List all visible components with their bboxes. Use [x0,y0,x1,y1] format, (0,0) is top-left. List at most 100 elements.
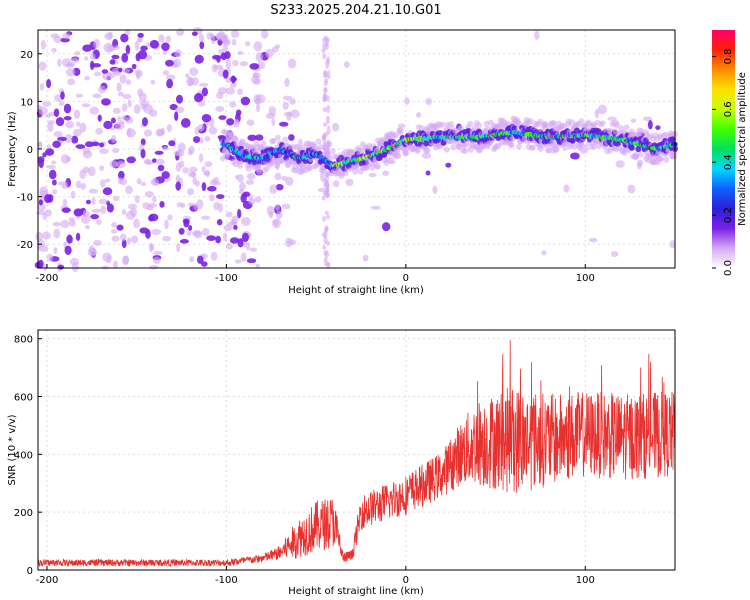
x-tick-label: -200 [36,273,59,284]
heat-cell [204,169,211,178]
heat-cell [615,160,625,168]
heat-cell [162,146,169,151]
heat-cell [125,116,134,124]
heat-cell [112,45,120,50]
heat-cell [126,237,132,244]
heat-cell [148,265,159,270]
heat-cell [231,75,236,84]
heat-cell [189,166,198,173]
heat-cell [111,54,120,60]
heat-cell [271,118,276,126]
heat-cell [323,256,328,267]
heat-cell [65,156,71,163]
heat-cell [368,172,377,178]
heat-cell [130,235,139,244]
heat-cell [47,122,54,132]
heat-cell [282,101,289,110]
heat-cell [627,184,636,194]
heat-cell [663,156,670,163]
heat-cell [53,108,60,117]
heat-cell [35,231,43,242]
heat-cell [85,224,90,230]
heat-cell [607,116,617,121]
spectrogram-x-axis: -200 -100 0 100 [36,264,595,284]
heat-cell [85,199,91,205]
heat-cell [323,87,328,94]
heat-cell [425,170,431,176]
heat-cell [187,171,196,178]
heat-cell [174,111,179,122]
heat-cell [136,37,143,43]
heat-cell [511,125,518,132]
heat-cell [120,33,129,43]
y-tick-label: 400 [14,450,33,461]
heat-cell [225,59,231,70]
heat-cell [225,77,233,83]
snr-panel: -200 -100 0 100 0 200 400 600 800 Height of str… [7,329,676,597]
heat-cell [252,72,259,78]
heat-cell [74,51,81,56]
heat-cell [325,214,330,220]
heat-cell [256,168,263,175]
y-tick-label: 20 [20,50,33,61]
heat-cell [57,181,68,186]
heat-cell [423,140,430,147]
heat-cell [246,119,255,126]
heat-cell [139,100,150,107]
heat-cell [48,169,57,180]
heat-cell [96,219,102,225]
y-tick-label: 600 [14,393,33,404]
heat-cell [97,85,106,94]
heat-cell [289,109,300,119]
heat-cell [382,222,391,232]
heat-cell [102,252,112,263]
heat-cell [325,59,330,70]
heat-cell [182,167,190,174]
heat-cell [161,42,170,51]
heat-cell [281,203,291,210]
heat-cell [287,144,294,151]
heat-cell [122,68,130,74]
heat-cell [274,172,282,181]
heat-cell [240,252,247,263]
heat-cell [658,155,665,162]
heat-cell [82,166,90,174]
heat-cell [102,187,113,196]
heat-cell [53,228,61,239]
heat-cell [274,44,281,49]
heat-cell [217,135,226,140]
heat-cell [73,208,84,217]
heat-cell [288,134,295,141]
heat-cell [237,238,244,248]
heat-cell [111,135,117,144]
heat-cell [246,258,257,264]
heat-cell [324,144,331,151]
heat-cell [260,140,267,147]
heat-cell [191,77,199,86]
heat-cell [611,251,619,258]
heat-cell [37,203,46,212]
heat-cell [67,62,76,67]
heat-cell [177,148,182,157]
heat-cell [175,181,182,191]
heat-cell [275,210,283,220]
heat-cell [63,116,72,121]
heat-cell [90,52,96,60]
heat-cell [188,225,193,231]
heat-cell [148,215,155,222]
heat-cell [135,70,141,80]
heat-cell [597,104,607,115]
heat-cell [265,48,274,58]
heat-cell [52,179,57,186]
heat-cell [194,54,204,64]
heat-cell [165,59,174,67]
heat-cell [196,199,204,210]
heat-cell [186,188,195,196]
heat-cell [114,121,125,130]
heat-cell [82,150,93,159]
heat-cell [104,178,111,183]
heat-cell [118,67,123,73]
heat-cell [445,162,452,168]
heat-cell [599,120,606,127]
heat-cell [432,185,438,195]
